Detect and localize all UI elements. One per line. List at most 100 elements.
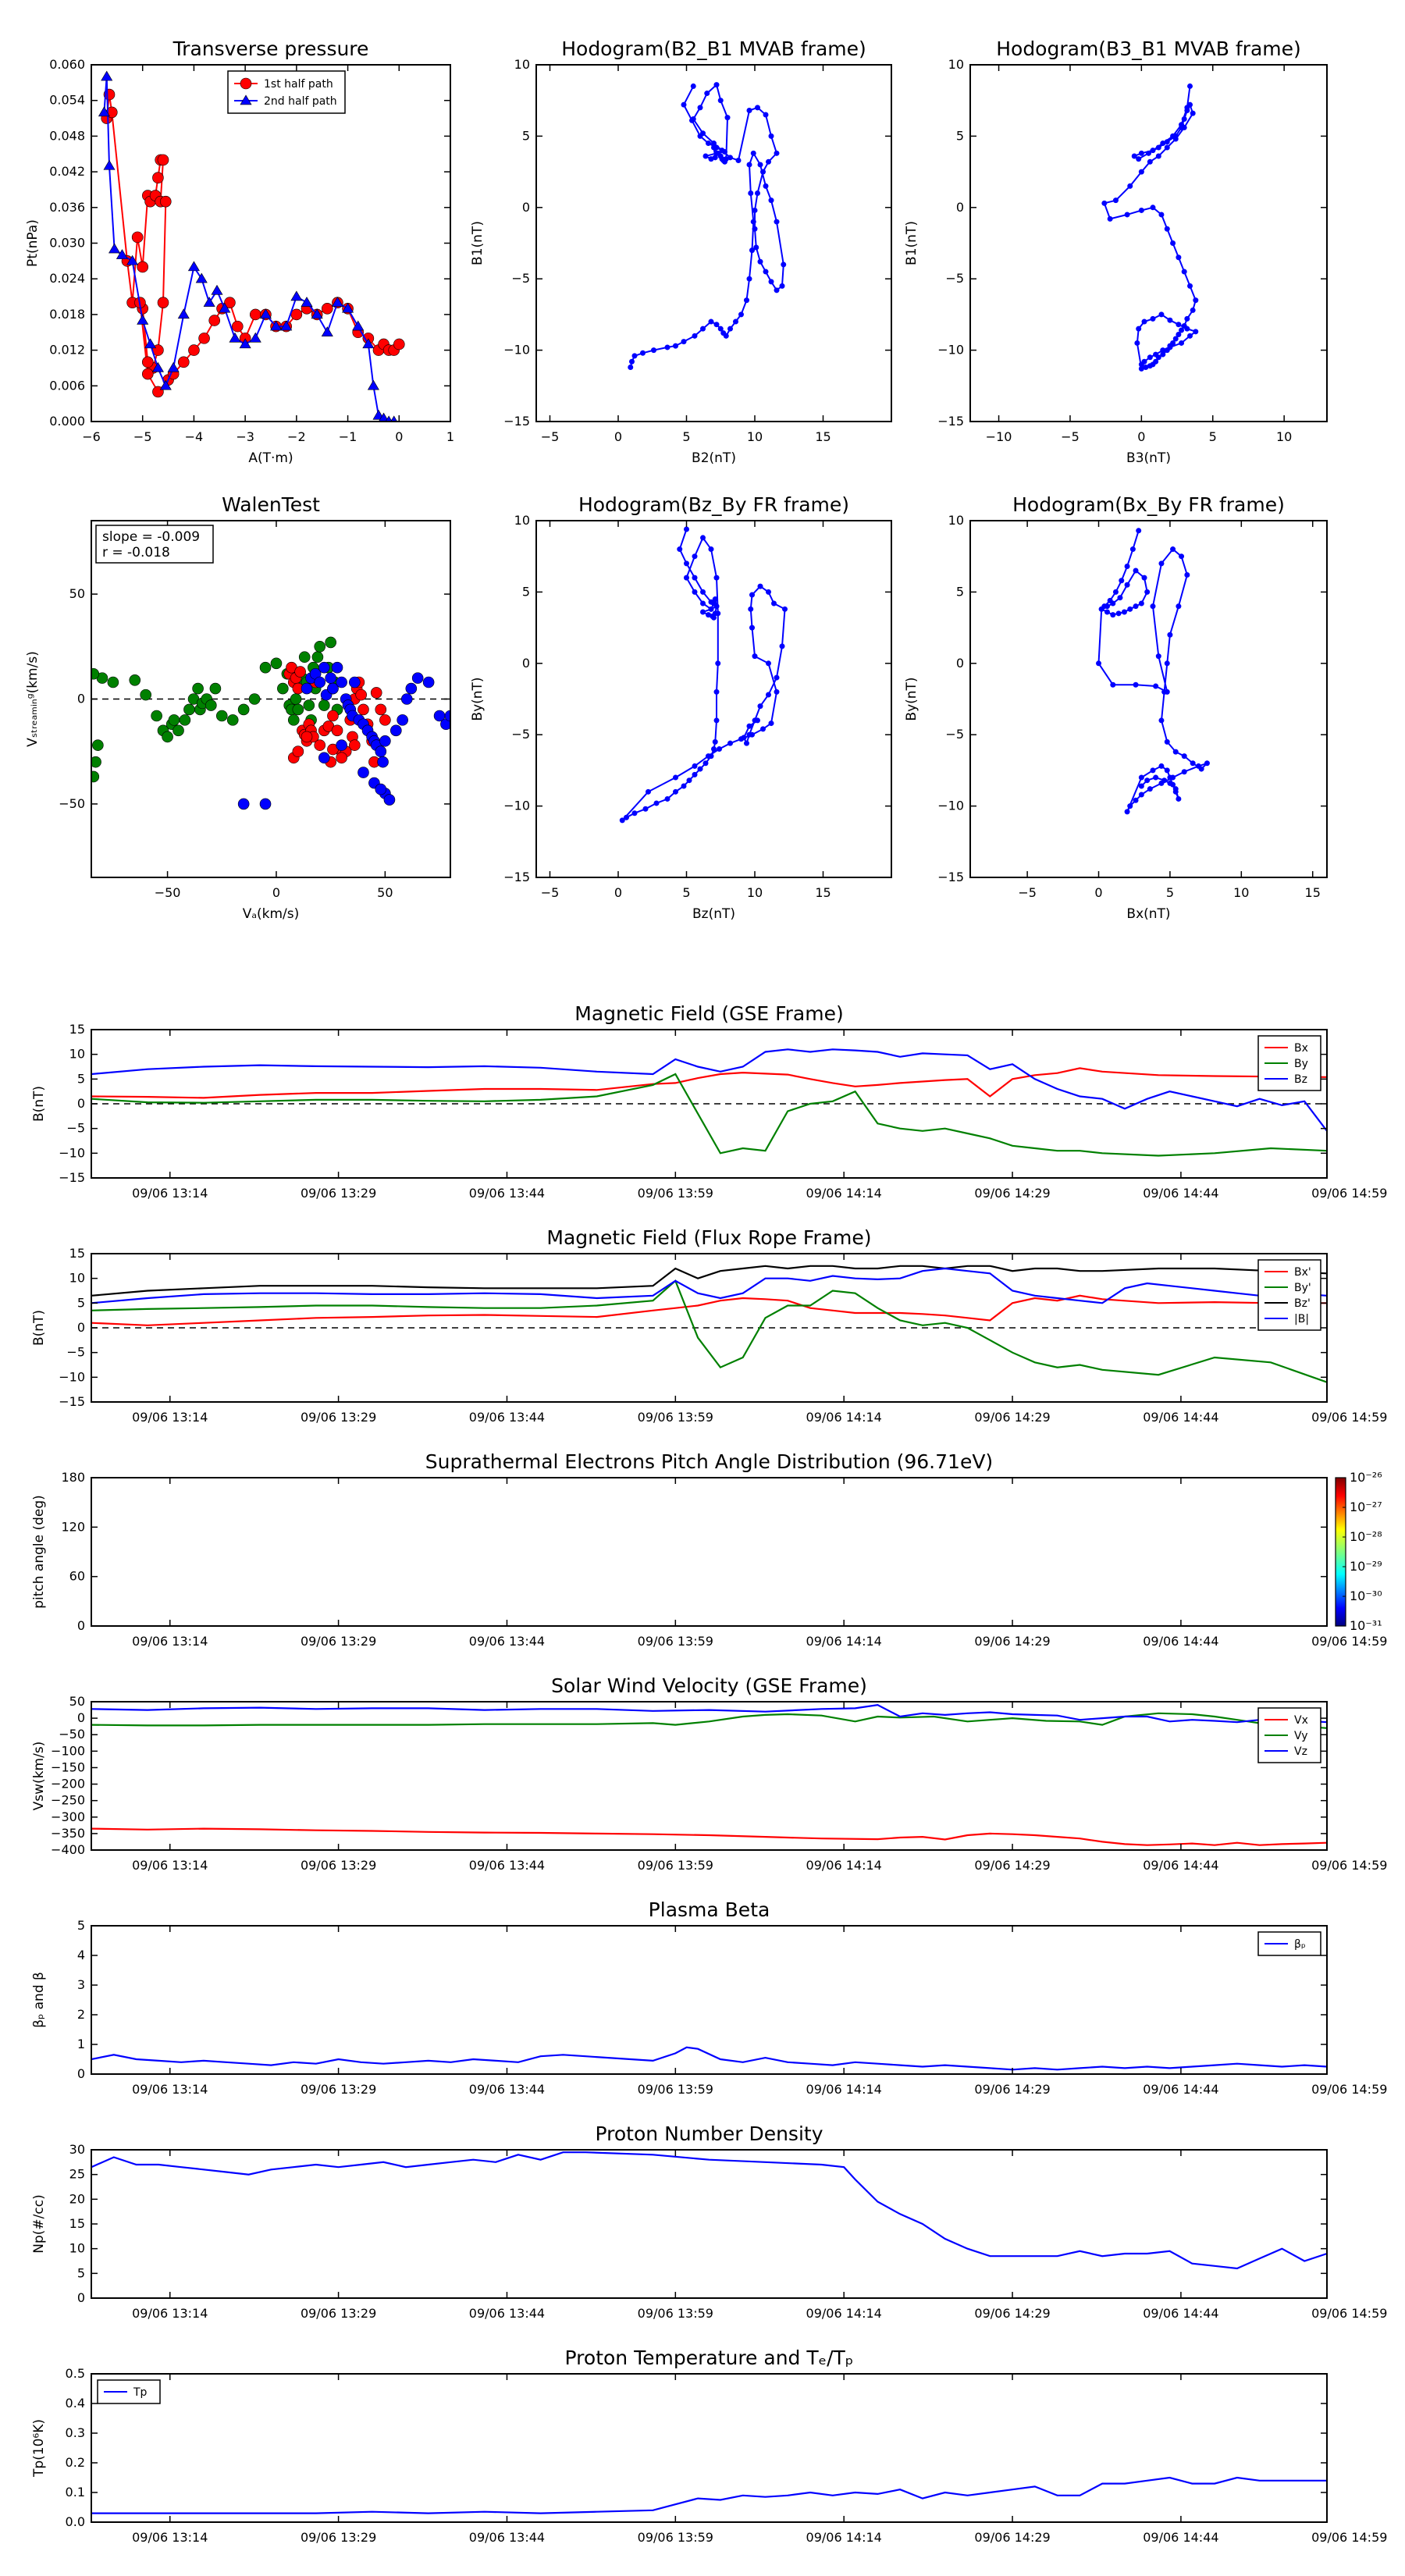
data-point (744, 297, 749, 304)
data-point (1170, 546, 1176, 553)
legend-frame (1257, 1259, 1321, 1331)
series-0 (91, 2476, 1327, 2514)
y-axis-label: B1(nT) (904, 221, 919, 265)
data-point (137, 314, 149, 325)
data-point (1138, 783, 1144, 789)
data-point (779, 283, 785, 289)
data-point (1155, 144, 1161, 151)
y-axis-label: Tp(10⁶K) (31, 2419, 47, 2478)
y-tick-label: 180 (61, 1470, 85, 1485)
annotation-text: slope = -0.009 (102, 529, 200, 545)
data-point (92, 739, 104, 751)
data-point (763, 269, 769, 275)
data-point (405, 682, 418, 695)
series-line (91, 2151, 1327, 2270)
data-point (294, 666, 306, 678)
data-point (311, 308, 323, 319)
x-tick-label: 09/06 14:44 (1143, 2306, 1218, 2321)
y-axis-label: B1(nT) (470, 221, 486, 265)
data-point (766, 660, 771, 667)
y-tick-label: 0 (522, 200, 530, 215)
x-tick-label: 15 (815, 429, 831, 444)
y-tick-label: 0 (956, 200, 964, 215)
data-point (444, 710, 450, 722)
data-point (270, 320, 283, 331)
legend: Bx By Bz (1257, 1035, 1321, 1091)
y-tick-label: 15 (69, 1246, 85, 1261)
x-tick-label: 09/06 13:59 (638, 1410, 713, 1425)
data-point (700, 326, 706, 332)
data-point (237, 798, 250, 810)
legend-label: Vx (1294, 1714, 1308, 1727)
data-point (331, 297, 343, 307)
data-point (1144, 589, 1151, 595)
data-point (129, 674, 141, 686)
data-point (690, 83, 696, 89)
data-point (205, 699, 217, 711)
data-point (411, 672, 424, 684)
data-point (331, 661, 343, 674)
x-tick-label: 09/06 14:59 (1311, 1186, 1387, 1201)
data-point (311, 651, 324, 664)
data-point (173, 724, 184, 737)
data-point (681, 101, 687, 108)
data-point (1138, 207, 1144, 213)
x-tick-label: 5 (682, 429, 690, 444)
data-point (760, 726, 766, 732)
data-point (1176, 254, 1182, 261)
data-point (1193, 329, 1199, 335)
data-point (774, 287, 780, 294)
series-line (91, 1073, 1327, 1157)
y-tick-label: 15 (69, 2216, 85, 2231)
x-tick-label: 09/06 14:14 (806, 2530, 882, 2545)
data-point (711, 600, 717, 607)
data-point (357, 767, 369, 778)
data-point (187, 261, 200, 272)
y-tick-label: 0.030 (49, 236, 85, 251)
legend-label: βₚ (1294, 1938, 1306, 1951)
series-line (91, 1265, 1327, 1297)
axes-frame (969, 520, 1328, 878)
axes-frame (91, 2149, 1328, 2299)
data-point (1184, 107, 1190, 113)
data-point (1121, 609, 1127, 615)
data-point (377, 756, 389, 768)
x-tick-label: 1 (446, 429, 454, 444)
data-point (1150, 315, 1156, 322)
data-point (1129, 546, 1136, 553)
series-0 (91, 1827, 1327, 1846)
series-0 (101, 88, 405, 398)
series-0 (1101, 83, 1199, 372)
x-tick-label: 09/06 13:44 (469, 1186, 545, 1201)
data-point (1141, 318, 1147, 325)
data-point (277, 682, 289, 695)
chart-pt: Transverse pressure −6 −5 −4 −3 −2 −1 0 1 0.000 0.… (25, 37, 454, 466)
data-point (270, 657, 283, 670)
series-1 (91, 1279, 1327, 1383)
y-tick-label: 10 (69, 2241, 85, 2256)
data-point (704, 91, 710, 97)
data-point (303, 699, 315, 711)
axes-frame (535, 64, 892, 422)
y-tick-label: 3 (77, 1977, 85, 1992)
annotation-frame (95, 525, 214, 564)
x-tick-label: 09/06 14:29 (974, 2306, 1050, 2321)
x-tick-label: 5 (682, 885, 690, 900)
x-tick-label: 09/06 13:44 (469, 2306, 545, 2321)
data-point (301, 297, 313, 307)
legend-label: Bz' (1294, 1297, 1311, 1310)
data-point (237, 703, 250, 716)
y-tick-label: 10 (948, 513, 964, 528)
legend-label: By (1294, 1058, 1308, 1070)
axes-frame (969, 64, 1328, 422)
data-point (1115, 610, 1122, 617)
data-point (1187, 333, 1193, 339)
data-point (292, 745, 304, 758)
chart-title: Hodogram(B3_B1 MVAB frame) (996, 37, 1301, 60)
x-tick-label: 09/06 14:59 (1311, 2082, 1387, 2097)
data-point (375, 783, 387, 795)
data-point (390, 415, 398, 422)
data-point (1141, 575, 1147, 581)
data-point (708, 606, 714, 612)
